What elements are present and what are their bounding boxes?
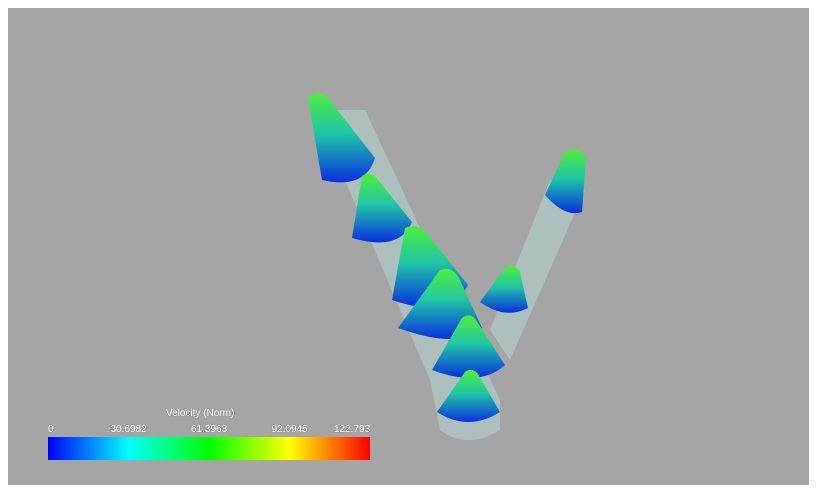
legend-tick-label: 0 bbox=[48, 424, 54, 435]
legend-tick-label: 92.0945 bbox=[272, 424, 308, 435]
legend-tick-label: 61.3963 bbox=[191, 424, 227, 435]
legend-title: Velocity (Norm) bbox=[166, 408, 234, 419]
render-view bbox=[0, 0, 817, 493]
legend-tick-label: 30.6982 bbox=[111, 424, 147, 435]
color-bar bbox=[48, 437, 370, 460]
viewport: Velocity (Norm) 0 30.6982 61.3963 92.0945 12… bbox=[0, 0, 817, 493]
legend-tick-label: 122.793 bbox=[334, 424, 370, 435]
